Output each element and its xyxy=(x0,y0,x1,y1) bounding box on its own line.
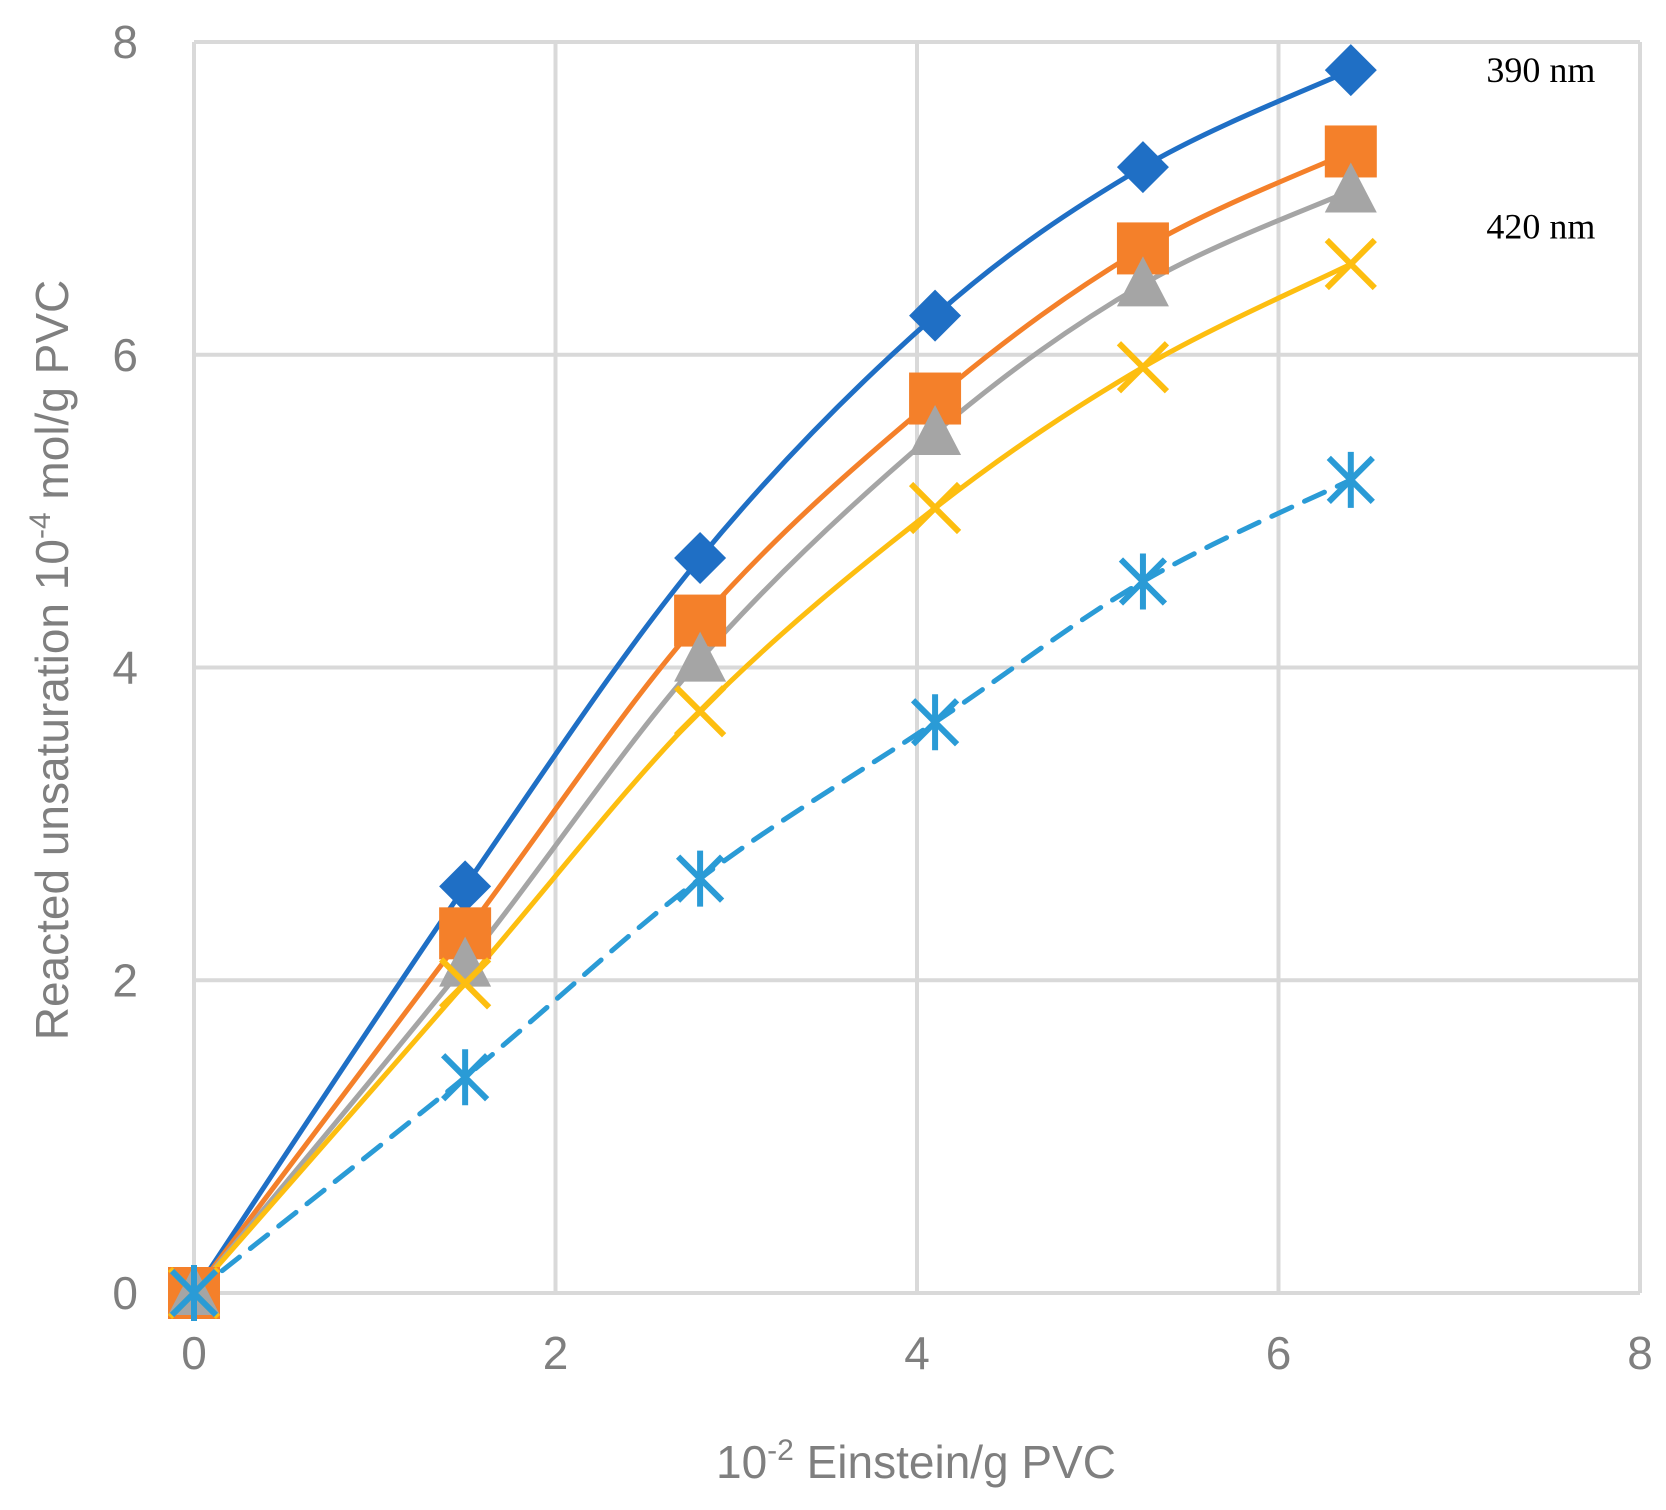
series-5-point xyxy=(1118,553,1168,610)
series-1-point xyxy=(439,860,492,913)
y-tick-label: 6 xyxy=(112,329,138,381)
series-4-point xyxy=(673,685,727,738)
annotations: 390 nm 420 nm xyxy=(1486,50,1595,246)
series-4-point xyxy=(908,481,962,535)
series-3-point xyxy=(909,404,962,455)
series-line-4 xyxy=(191,261,1354,1296)
series-3-point xyxy=(674,631,727,682)
series-1-point xyxy=(909,289,962,342)
series-5-point xyxy=(169,1265,219,1321)
tick-labels: 0 2 4 6 8 0 2 4 6 8 xyxy=(112,16,1652,1379)
series-5-point xyxy=(1326,451,1375,508)
y-tick-label: 2 xyxy=(112,954,138,1006)
series-1-point xyxy=(1324,44,1377,97)
series-4-point xyxy=(1116,341,1170,394)
x-tick-label: 4 xyxy=(904,1327,930,1379)
y-axis-title: Reacted unsaturation 10-4 mol/g PVC xyxy=(24,280,78,1041)
grid xyxy=(192,40,1642,1295)
series-5-point xyxy=(675,850,725,907)
series-line-1 xyxy=(191,67,1354,1296)
series-1-point xyxy=(1116,141,1169,194)
x-tick-label: 6 xyxy=(1266,1327,1292,1379)
y-tick-label: 8 xyxy=(112,16,138,68)
annotation-label: 390 nm xyxy=(1486,50,1595,90)
series-4-point xyxy=(439,957,492,1010)
series-group xyxy=(191,67,1354,1296)
x-tick-label: 2 xyxy=(543,1327,569,1379)
series-1-point xyxy=(674,532,727,585)
series-line-5 xyxy=(191,477,1354,1296)
markers-group xyxy=(167,44,1377,1321)
series-5-point xyxy=(441,1049,490,1106)
series-5-point xyxy=(910,694,960,751)
y-tick-label: 4 xyxy=(112,642,138,694)
series-line-2 xyxy=(191,148,1354,1296)
x-tick-label: 0 xyxy=(181,1327,207,1379)
series-4-point xyxy=(1324,237,1377,291)
y-tick-label: 0 xyxy=(112,1267,138,1319)
series-3-point xyxy=(1116,256,1169,307)
series-3-point xyxy=(1324,162,1377,213)
annotation-label: 420 nm xyxy=(1486,207,1595,247)
x-tick-label: 8 xyxy=(1627,1327,1653,1379)
x-axis-title: 10-2 Einstein/g PVC xyxy=(716,1434,1116,1488)
